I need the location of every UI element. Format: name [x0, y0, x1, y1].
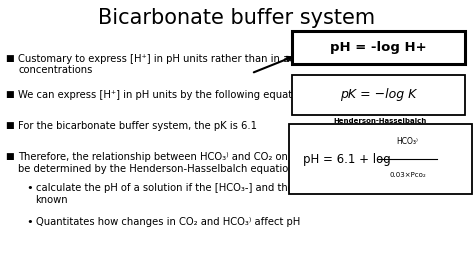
Text: Customary to express [H⁺] in pH units rather than in actual
concentrations: Customary to express [H⁺] in pH units ra… [18, 54, 314, 75]
FancyBboxPatch shape [292, 31, 465, 64]
Text: Quantitates how changes in CO₂ and HCO₃⁾ affect pH: Quantitates how changes in CO₂ and HCO₃⁾… [36, 217, 300, 227]
Text: pH = -log H+: pH = -log H+ [330, 41, 426, 54]
Text: ■: ■ [5, 121, 13, 129]
Text: For the bicarbonate buffer system, the pK is 6.1: For the bicarbonate buffer system, the p… [18, 121, 257, 130]
Text: •: • [26, 183, 33, 193]
Text: pK = −log K: pK = −log K [340, 89, 416, 101]
Text: Therefore, the relationship between HCO₃⁾ and CO₂ on [H⁺] can
be determined by t: Therefore, the relationship between HCO₃… [18, 152, 333, 173]
Text: •: • [26, 217, 33, 227]
Text: HCO₃⁾: HCO₃⁾ [397, 137, 419, 146]
Text: 0.03×Pco₂: 0.03×Pco₂ [389, 172, 426, 178]
Text: We can express [H⁺] in pH units by the following equation: We can express [H⁺] in pH units by the f… [18, 90, 307, 100]
Text: Henderson-Hasselbalch: Henderson-Hasselbalch [334, 118, 427, 124]
FancyBboxPatch shape [292, 75, 465, 115]
Text: calculate the pH of a solution if the [HCO₃-] and the pCO₂ are
known: calculate the pH of a solution if the [H… [36, 183, 341, 205]
Text: ■: ■ [5, 90, 13, 99]
Text: ■: ■ [5, 152, 13, 161]
Text: pH = 6.1 + log: pH = 6.1 + log [303, 153, 391, 166]
Text: Bicarbonate buffer system: Bicarbonate buffer system [99, 8, 375, 28]
Text: ■: ■ [5, 54, 13, 63]
FancyBboxPatch shape [289, 124, 472, 194]
